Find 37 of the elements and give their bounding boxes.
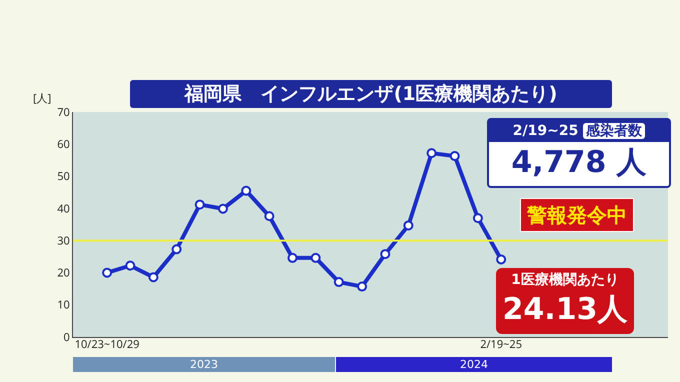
point: [148, 272, 158, 282]
y-tick-label: 20: [57, 266, 70, 281]
y-tick-label: 50: [57, 169, 70, 184]
y-tick-label: 30: [57, 233, 70, 248]
info-card: 2/19~25 感染者数 4,778 人: [487, 118, 671, 188]
y-tick-label: 10: [57, 298, 70, 313]
point: [426, 148, 437, 158]
chart-title: 福岡県 インフルエンザ(1医療機関あたり): [130, 80, 612, 108]
point: [194, 200, 205, 210]
x-tick-label: 2/19~25: [480, 337, 522, 352]
point: [403, 220, 414, 230]
point: [380, 249, 390, 260]
annotation: 4,778 人: [510, 144, 648, 182]
point: [218, 204, 228, 214]
point: [310, 252, 321, 263]
annotation: 1医療機関あたり: [510, 271, 620, 290]
y-tick-label: 40: [57, 201, 70, 216]
data-label: 24.13人: [502, 292, 628, 328]
point: [472, 213, 483, 224]
y-tick-label: 70: [57, 104, 70, 120]
point: [334, 277, 344, 288]
y-axis-title: [人]: [33, 91, 52, 106]
year-strip: 2023: [73, 357, 335, 372]
point: [496, 254, 506, 264]
year-strip: 2024: [336, 357, 612, 372]
point: [288, 252, 298, 263]
point: [264, 211, 274, 222]
point: [125, 260, 136, 271]
point: [357, 282, 368, 292]
point: [102, 268, 112, 278]
point: [241, 186, 252, 196]
x-tick-label: 10/23~10/29: [74, 337, 140, 352]
point: [450, 151, 460, 162]
y-tick-label: 0: [64, 330, 70, 345]
y-tick-label: 60: [57, 136, 70, 152]
text: 警報発令中: [520, 198, 634, 232]
point: [172, 244, 182, 254]
